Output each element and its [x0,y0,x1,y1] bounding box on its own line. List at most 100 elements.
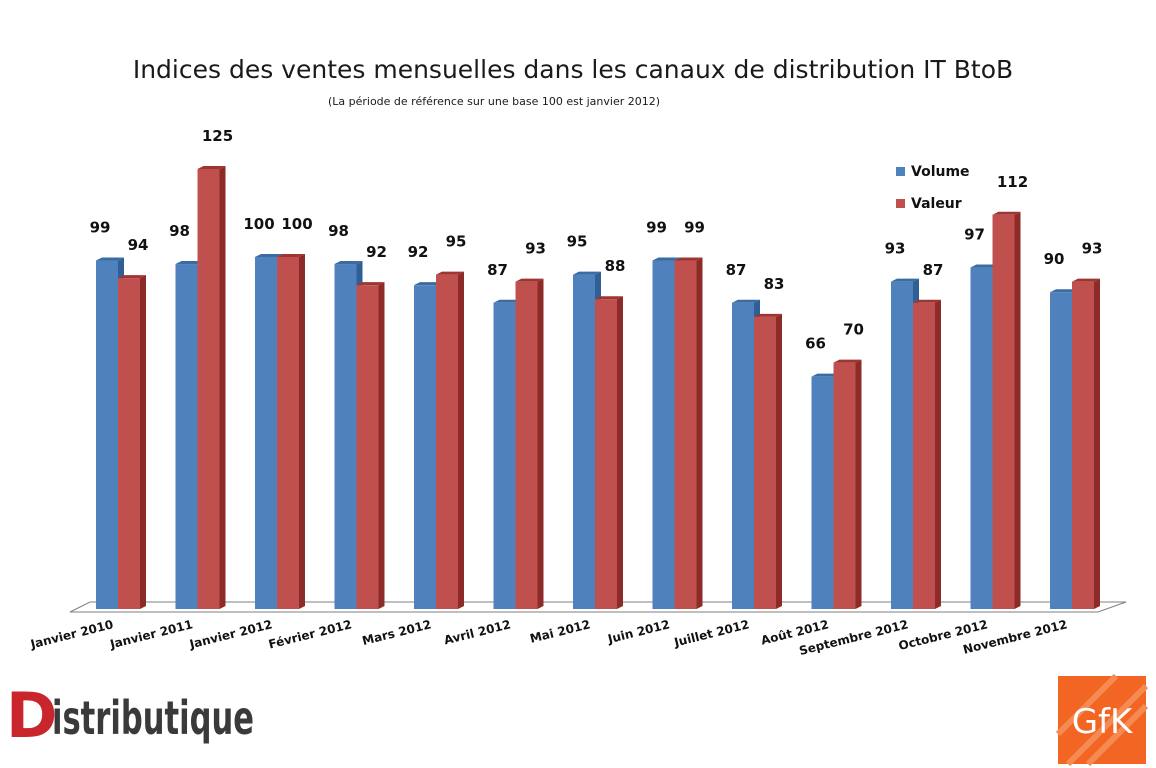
bar-side [458,271,464,609]
bar-front [96,260,118,609]
bar-front [493,302,516,609]
x-tick-label-janvier-2012: Janvier 2012 [187,617,274,651]
bar-top [493,299,522,303]
bar-front [1050,292,1072,609]
bar-valeur-janvier-2012: 100 [277,215,313,609]
data-label-volume-octobre-2012: 97 [964,226,985,244]
x-tick-label-mars-2012: Mars 2012 [361,617,433,648]
legend-label-volume: Volume [911,164,970,180]
bar-front [197,169,220,609]
bar-side [1014,211,1021,609]
bar-top [96,257,124,261]
bar-front [414,285,436,609]
bar-valeur-mai-2012: 88 [595,257,625,609]
bar-side [140,275,146,609]
bar-side [696,257,703,609]
data-label-volume-septembre-2012: 93 [885,240,906,258]
bar-front [913,302,935,609]
bar-side [537,278,544,609]
bar-top [754,313,782,317]
bar-front [992,214,1015,609]
bar-side [776,313,782,609]
bar-valeur-janvier-2010: 94 [118,236,148,609]
logo-wordmark-rest: istributique [52,691,254,745]
bar-front [118,278,140,609]
data-label-volume-novembre-2012: 90 [1044,250,1065,268]
data-label-valeur-juin-2012: 99 [684,219,705,237]
bar-top [436,271,464,275]
bar-front [811,376,834,609]
bar-top [515,278,544,282]
bar-top [573,271,601,275]
bar-front [1072,281,1094,609]
bar-valeur-mars-2012: 95 [436,233,466,609]
data-label-valeur-avril-2012: 93 [525,240,546,258]
bar-top [674,257,703,261]
bar-valeur-octobre-2012: 112 [992,173,1028,609]
bar-front [515,281,538,609]
data-label-volume-mars-2012: 92 [408,243,429,261]
bar-top [277,254,305,257]
data-label-volume-juillet-2012: 87 [726,261,747,279]
bar-top [1072,278,1100,282]
bar-top [356,282,385,286]
bar-side [1094,278,1100,609]
bar-top [255,254,283,257]
bar-top [811,373,840,377]
bar-side [219,166,226,609]
gfk-logo-stripes [1055,673,1149,767]
bar-top [652,257,681,261]
bar-front [255,257,277,609]
bar-front [595,299,617,609]
x-tick-label-juin-2012: Juin 2012 [605,617,671,646]
bar-front [674,260,697,609]
bar-valeur-janvier-2011: 125 [197,127,233,609]
bar-front [277,257,299,609]
gfk-logo-text: GfK [1072,702,1134,742]
legend: Volume Valeur [896,164,970,212]
bar-top [334,261,363,265]
bar-valeur-fevrier-2012: 92 [356,243,387,609]
bar-side [855,359,862,609]
bar-front [732,302,754,609]
data-label-volume-avril-2012: 87 [487,261,508,279]
gfk-logo: GfK [1055,673,1149,767]
bar-top [833,359,862,363]
bar-top [595,296,623,300]
bar-valeur-aout-2012: 70 [833,321,864,609]
chart-title: Indices des ventes mensuelles dans les c… [133,55,1013,84]
bar-valeur-juin-2012: 99 [674,219,705,609]
data-label-valeur-janvier-2011: 125 [202,127,233,145]
bar-side [299,254,305,609]
logo-letter-d: D [6,679,57,752]
x-tick-label-mai-2012: Mai 2012 [528,617,591,646]
bar-top [197,166,226,169]
bar-front [334,264,357,609]
bar-front [175,264,198,609]
data-label-valeur-janvier-2012: 100 [281,215,312,233]
bar-top [414,282,442,286]
bar-top [992,211,1021,215]
x-tick-label-fevrier-2012: Février 2012 [267,617,353,651]
bar-top [891,278,919,282]
data-label-volume-janvier-2011: 98 [169,222,190,240]
bar-front [573,274,595,609]
bar-top [118,275,146,279]
x-tick-label-avril-2012: Avril 2012 [442,617,512,647]
data-label-valeur-septembre-2012: 87 [923,261,944,279]
x-tick-label-janvier-2010: Janvier 2010 [28,617,115,651]
bar-front [754,316,776,609]
data-label-volume-fevrier-2012: 98 [328,222,349,240]
data-label-volume-janvier-2012: 100 [243,215,274,233]
bar-front [891,281,913,609]
legend-swatch-volume [896,167,905,176]
bar-front [356,285,379,609]
data-label-valeur-janvier-2010: 94 [128,236,149,254]
data-label-volume-janvier-2010: 99 [90,219,111,237]
bar-front [652,260,675,609]
legend-label-valeur: Valeur [911,196,962,212]
data-label-valeur-mars-2012: 95 [446,233,467,251]
bar-valeur-juillet-2012: 83 [754,275,784,609]
data-label-volume-aout-2012: 66 [805,335,826,353]
